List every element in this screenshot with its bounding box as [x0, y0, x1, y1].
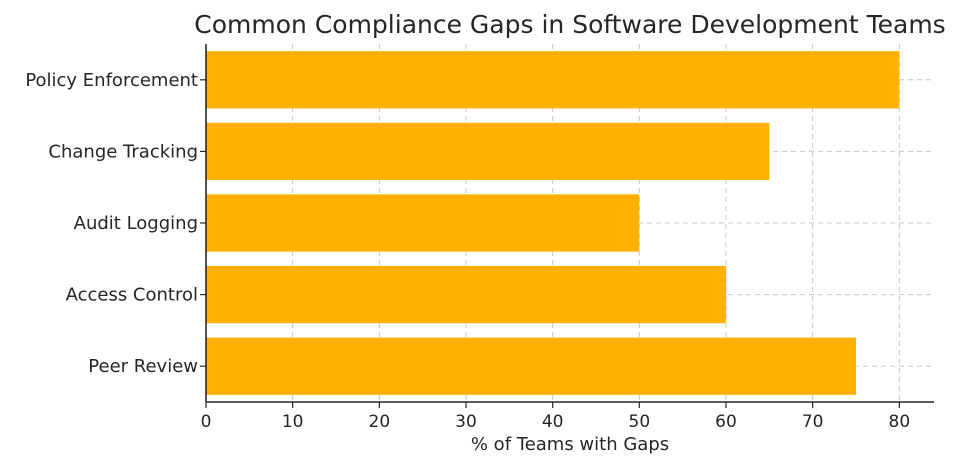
axes: Policy Enforcement Change Tracking Audit L… [25, 44, 934, 432]
x-tick-label: 10 [282, 412, 304, 432]
x-tick-label: 70 [802, 412, 824, 432]
x-tick-label: 80 [889, 412, 911, 432]
category-label: Peer Review [88, 356, 198, 377]
bar [206, 194, 640, 252]
x-tick-label: 20 [369, 412, 391, 432]
category-label: Audit Logging [74, 213, 198, 234]
category-label: Policy Enforcement [25, 70, 198, 91]
x-tick-label: 30 [455, 412, 477, 432]
x-tick-label: 60 [715, 412, 737, 432]
category-label: Access Control [66, 285, 198, 306]
x-axis-label: % of Teams with Gaps [471, 434, 669, 455]
bar [206, 51, 900, 109]
category-label: Change Tracking [48, 141, 198, 162]
bar [206, 265, 726, 324]
bar [206, 122, 770, 181]
chart-title: Common Compliance Gaps in Software Devel… [194, 10, 945, 39]
bars [206, 51, 900, 395]
bar [206, 337, 856, 395]
x-tick-label: 50 [629, 412, 651, 432]
x-tick-label: 0 [201, 412, 212, 432]
x-tick-label: 40 [542, 412, 564, 432]
